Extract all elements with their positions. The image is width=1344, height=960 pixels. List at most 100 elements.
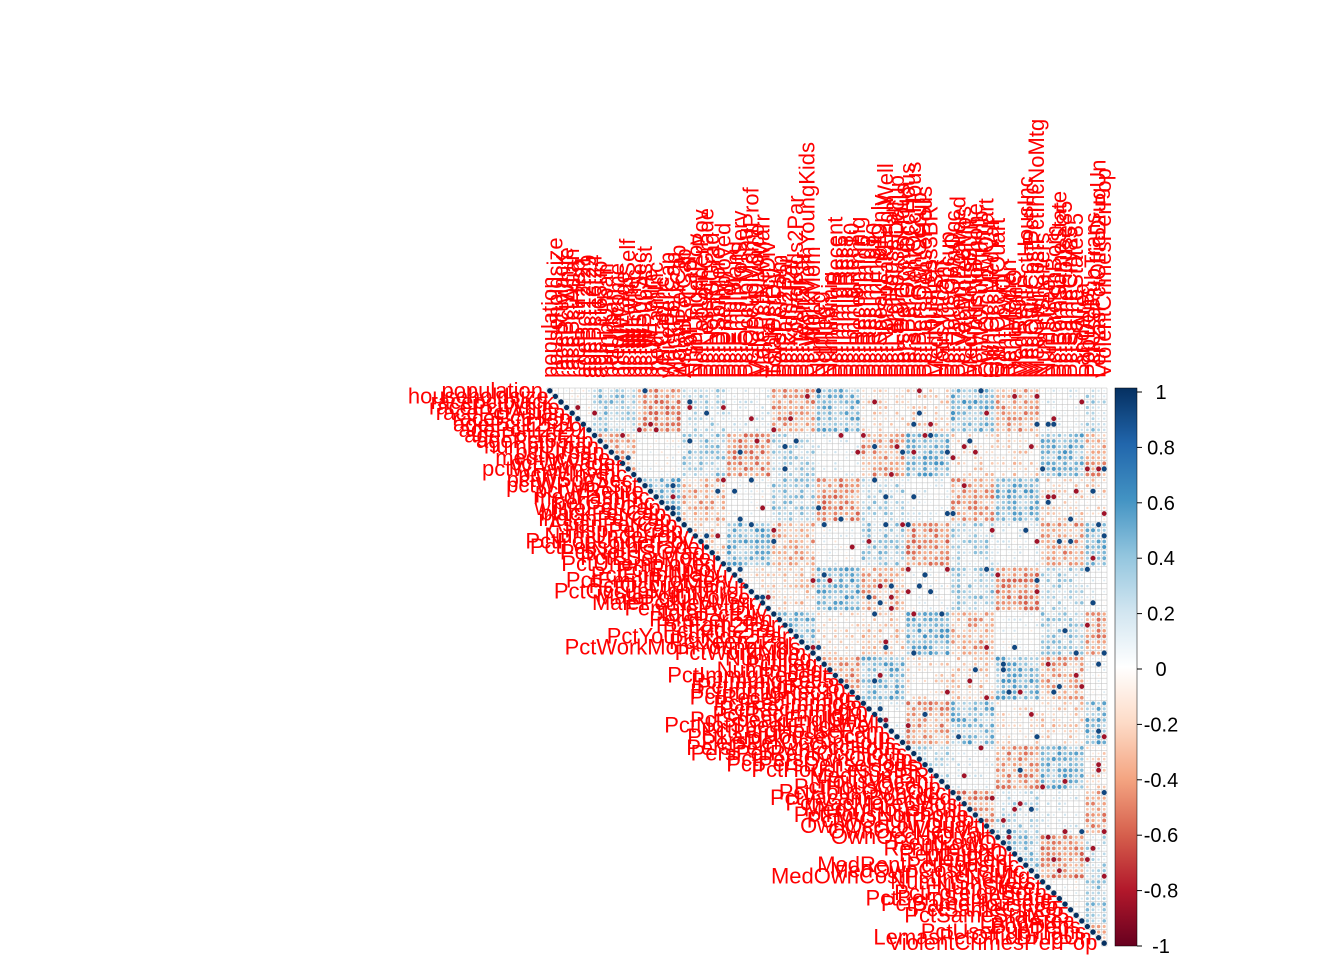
corr-cell <box>845 546 848 548</box>
corr-cell <box>1063 489 1067 493</box>
corr-cell <box>738 551 742 555</box>
corr-cell <box>609 400 614 404</box>
corr-cell <box>879 395 882 398</box>
corr-cell <box>1030 546 1033 548</box>
corr-cell <box>1063 768 1067 773</box>
corr-cell <box>912 657 915 660</box>
corr-cell <box>922 634 928 639</box>
corr-cell <box>1053 791 1055 794</box>
corr-cell <box>1025 563 1027 565</box>
corr-cell <box>722 395 725 398</box>
corr-cell <box>1013 629 1016 632</box>
corr-cell <box>1080 567 1084 572</box>
corr-cell <box>945 433 950 438</box>
corr-cell <box>929 691 932 694</box>
corr-cell <box>883 578 888 583</box>
corr-cell <box>811 623 815 627</box>
corr-cell <box>856 595 860 599</box>
corr-cell <box>918 479 921 481</box>
corr-cell <box>945 556 950 561</box>
corr-cell <box>872 456 877 460</box>
corr-cell <box>1097 490 1100 493</box>
corr-cell <box>911 421 917 427</box>
corr-cell <box>716 523 720 527</box>
corr-cell <box>917 534 921 538</box>
corr-cell <box>901 596 904 599</box>
corr-cell <box>1019 456 1022 459</box>
corr-cell <box>872 467 877 471</box>
corr-cell <box>822 651 826 655</box>
corr-cell <box>840 618 842 621</box>
corr-cell <box>873 707 876 710</box>
corr-cell <box>744 562 748 566</box>
corr-cell <box>1040 757 1045 761</box>
corr-cell <box>1019 791 1022 794</box>
corr-cell <box>1102 522 1106 527</box>
corr-cell <box>715 444 720 449</box>
corr-cell <box>844 662 849 667</box>
corr-cell <box>749 433 754 438</box>
corr-cell <box>693 467 698 471</box>
corr-cell <box>980 769 982 771</box>
corr-cell <box>783 456 787 460</box>
corr-cell <box>1002 546 1005 548</box>
corr-cell <box>963 434 965 437</box>
corr-cell <box>996 791 999 794</box>
corr-cell <box>896 389 898 392</box>
corr-cell <box>565 400 568 404</box>
corr-cell <box>917 461 922 465</box>
corr-cell <box>1058 501 1061 504</box>
corr-cell <box>1063 534 1067 538</box>
corr-cell <box>857 540 859 543</box>
corr-cell <box>912 680 915 682</box>
corr-cell <box>918 428 921 431</box>
corr-cell <box>833 489 838 494</box>
corr-cell <box>1007 779 1011 784</box>
corr-cell <box>762 512 764 515</box>
corr-cell <box>1086 674 1089 677</box>
corr-cell <box>1058 568 1061 571</box>
corr-cell <box>767 602 769 604</box>
corr-cell <box>973 606 977 610</box>
corr-cell <box>840 462 842 464</box>
corr-cell <box>1035 567 1039 571</box>
corr-cell <box>799 411 804 415</box>
corr-cell <box>811 388 815 393</box>
corr-cell <box>996 445 1000 448</box>
corr-cell <box>1051 421 1057 427</box>
corr-cell <box>924 590 926 593</box>
corr-cell <box>946 412 949 415</box>
corr-cell <box>1057 433 1062 438</box>
corr-cell <box>1057 573 1062 577</box>
corr-cell <box>900 439 905 443</box>
corr-cell <box>776 616 783 623</box>
corr-cell <box>1007 606 1011 611</box>
corr-cell <box>1002 735 1005 738</box>
corr-cell <box>1103 518 1106 521</box>
corr-cell <box>1074 757 1078 761</box>
corr-cell <box>950 416 956 421</box>
corr-cell <box>1068 762 1073 767</box>
corr-cell <box>800 405 804 410</box>
corr-cell <box>660 451 663 454</box>
corr-cell <box>1041 702 1044 705</box>
corr-cell <box>934 651 939 655</box>
corr-cell <box>1074 707 1078 711</box>
corr-cell <box>918 501 921 504</box>
corr-cell <box>800 467 804 471</box>
corr-cell <box>744 406 747 409</box>
corr-cell <box>1068 757 1073 761</box>
corr-cell <box>968 489 972 493</box>
corr-cell <box>963 624 966 627</box>
corr-cell <box>828 416 832 421</box>
corr-cell <box>810 578 816 583</box>
corr-cell <box>861 695 866 700</box>
corr-cell <box>890 679 893 683</box>
corr-cell <box>727 433 731 438</box>
corr-cell <box>901 445 904 448</box>
corr-cell <box>979 813 983 817</box>
corr-cell <box>912 629 916 633</box>
corr-cell <box>923 701 927 706</box>
corr-cell <box>829 540 831 543</box>
corr-cell <box>1091 579 1095 582</box>
